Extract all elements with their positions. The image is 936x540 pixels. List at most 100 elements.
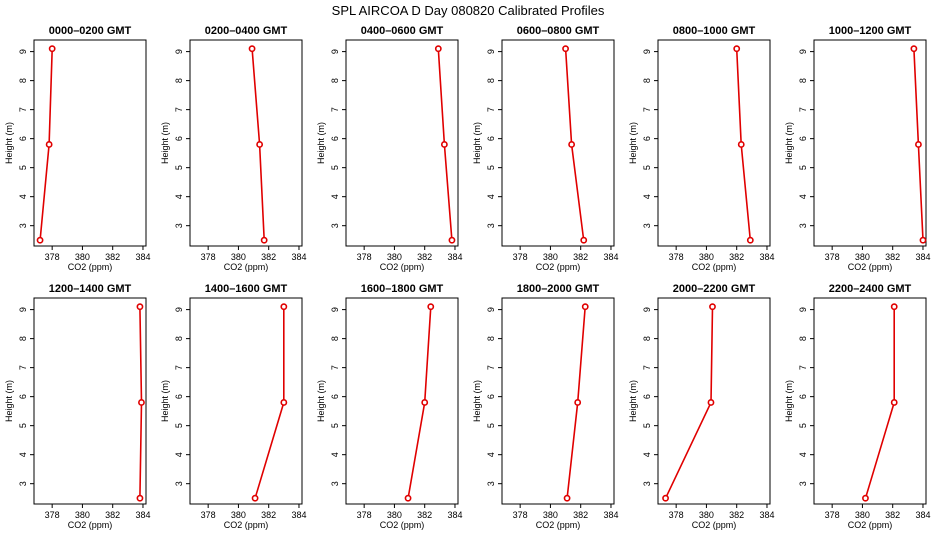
x-axis-label: CO2 (ppm) (68, 262, 113, 272)
y-axis-label: Height (m) (784, 380, 794, 422)
x-tick-label: 378 (357, 510, 372, 520)
y-tick-label: 3 (174, 223, 184, 228)
y-tick-label: 4 (642, 452, 652, 457)
data-point (45, 141, 53, 148)
panel-9: 1600–1800 GMT 378 380 382 384 CO2 (ppm) 3 4 5 6 7 8… (316, 283, 462, 530)
y-tick-label: 5 (330, 423, 340, 428)
panel-title: 1800–2000 GMT (517, 283, 600, 295)
plot-frame (501, 39, 615, 247)
x-tick-label: 378 (201, 510, 216, 520)
panel-title: 2200–2400 GMT (829, 283, 912, 295)
y-tick-label: 9 (798, 49, 808, 54)
y-tick-label: 5 (486, 165, 496, 170)
data-point (890, 303, 898, 311)
x-tick-label: 380 (543, 252, 558, 262)
x-tick-label: 384 (603, 252, 618, 262)
y-tick-label: 6 (486, 394, 496, 399)
panel-10: 1800–2000 GMT 378 380 382 384 CO2 (ppm) 3 4 5 6 7 8… (472, 283, 618, 530)
y-tick-label: 6 (798, 136, 808, 141)
y-tick-label: 4 (18, 194, 28, 199)
y-axis-label: Height (m) (316, 122, 326, 164)
x-axis-label: CO2 (ppm) (536, 262, 581, 272)
x-tick-label: 382 (105, 510, 120, 520)
y-tick-label: 7 (174, 365, 184, 370)
plot-frame (813, 39, 927, 247)
panel-6: 1000–1200 GMT 378 380 382 384 CO2 (ppm) 3 4 5 6 7 8… (784, 25, 930, 272)
y-tick-label: 3 (798, 223, 808, 228)
x-tick-label: 382 (105, 252, 120, 262)
y-tick-label: 9 (486, 49, 496, 54)
y-tick-label: 4 (798, 452, 808, 457)
data-point (434, 45, 442, 53)
y-tick-label: 8 (642, 336, 652, 341)
x-axis-label: CO2 (ppm) (848, 262, 893, 272)
plot-frame (657, 297, 771, 505)
y-tick-label: 5 (330, 165, 340, 170)
y-tick-label: 6 (486, 136, 496, 141)
y-tick-label: 5 (174, 423, 184, 428)
data-point (440, 141, 448, 148)
data-point (746, 236, 754, 244)
y-tick-label: 3 (642, 481, 652, 486)
x-tick-label: 382 (417, 510, 432, 520)
y-axis-label: Height (m) (628, 122, 638, 164)
x-axis-label: CO2 (ppm) (380, 520, 425, 530)
x-tick-label: 378 (357, 252, 372, 262)
data-point (138, 399, 145, 406)
y-axis-label: Height (m) (472, 122, 482, 164)
y-tick-label: 8 (642, 78, 652, 83)
x-axis-label: CO2 (ppm) (380, 262, 425, 272)
y-axis-label: Height (m) (628, 380, 638, 422)
y-tick-label: 6 (642, 136, 652, 141)
y-tick-label: 8 (18, 78, 28, 83)
x-tick-label: 378 (513, 252, 528, 262)
y-tick-label: 5 (642, 423, 652, 428)
data-point (563, 494, 571, 502)
panel-12: 2200–2400 GMT 378 380 382 384 CO2 (ppm) 3 4 5 6 7 8… (784, 283, 930, 530)
data-point (910, 45, 918, 53)
y-tick-label: 7 (18, 107, 28, 112)
panel-title: 0800–1000 GMT (673, 25, 756, 37)
y-tick-label: 8 (486, 78, 496, 83)
data-point (136, 494, 144, 502)
x-tick-label: 380 (231, 252, 246, 262)
x-tick-label: 378 (513, 510, 528, 520)
x-tick-label: 378 (669, 510, 684, 520)
y-axis-label: Height (m) (472, 380, 482, 422)
y-tick-label: 6 (642, 394, 652, 399)
y-tick-label: 7 (18, 365, 28, 370)
x-tick-label: 382 (261, 252, 276, 262)
data-point (251, 494, 259, 502)
y-tick-label: 8 (798, 78, 808, 83)
x-tick-label: 382 (729, 252, 744, 262)
panel-8: 1400–1600 GMT 378 380 382 384 CO2 (ppm) 3 4 5 6 7 8… (160, 283, 306, 530)
panel-2: 0200–0400 GMT 378 380 382 384 CO2 (ppm) 3 4 5 6 7 8… (160, 25, 306, 272)
data-point (707, 399, 715, 406)
x-tick-label: 382 (573, 252, 588, 262)
data-point (862, 494, 869, 502)
y-tick-label: 9 (642, 307, 652, 312)
x-tick-label: 384 (603, 510, 618, 520)
x-tick-label: 382 (885, 252, 900, 262)
x-tick-label: 384 (447, 510, 462, 520)
y-tick-label: 9 (330, 49, 340, 54)
y-tick-label: 7 (798, 107, 808, 112)
y-tick-label: 8 (18, 336, 28, 341)
y-axis-label: Height (m) (4, 122, 14, 164)
y-tick-label: 7 (174, 107, 184, 112)
y-tick-label: 3 (486, 223, 496, 228)
y-tick-label: 3 (174, 481, 184, 486)
y-tick-label: 3 (798, 481, 808, 486)
x-tick-label: 384 (759, 510, 774, 520)
data-point (574, 399, 582, 406)
y-tick-label: 9 (174, 49, 184, 54)
y-axis-label: Height (m) (784, 122, 794, 164)
panel-title: 1200–1400 GMT (49, 283, 132, 295)
y-tick-label: 8 (330, 336, 340, 341)
x-tick-label: 380 (75, 510, 90, 520)
y-tick-label: 7 (330, 365, 340, 370)
plot-frame (345, 39, 459, 247)
y-tick-label: 4 (18, 452, 28, 457)
x-tick-label: 382 (417, 252, 432, 262)
panel-title: 1600–1800 GMT (361, 283, 444, 295)
